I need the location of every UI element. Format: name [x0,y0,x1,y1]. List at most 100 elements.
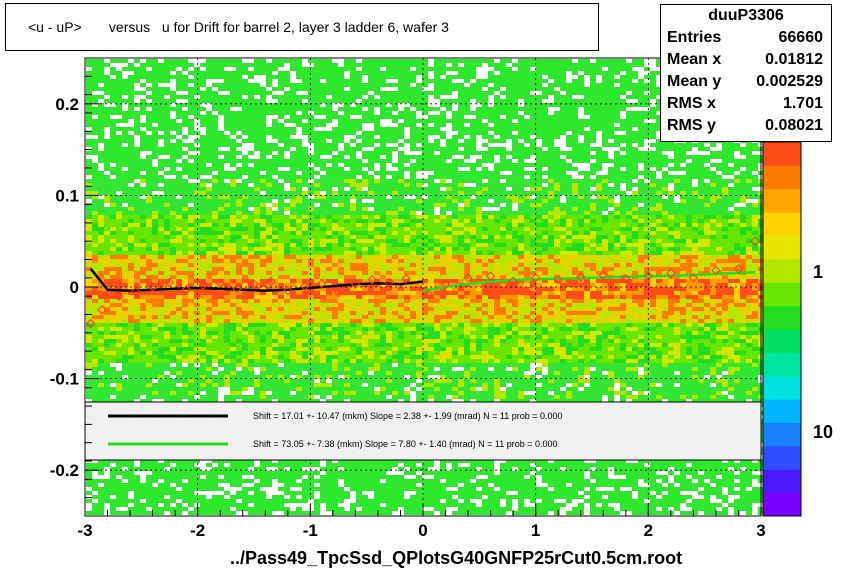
heat-cell [230,123,236,127]
heat-cell [116,227,122,231]
heat-cell [398,207,404,211]
heat-cell [332,263,338,267]
heat-cell [674,223,680,227]
heat-cell [434,155,440,159]
heat-cell [578,147,584,151]
heat-cell [518,131,524,135]
heat-cell [680,207,686,211]
heat-cell [674,143,680,147]
heat-cell [554,183,560,187]
heat-cell [332,223,338,227]
heat-cell [404,99,410,103]
heat-cell [260,63,266,67]
heat-cell [266,131,272,135]
heat-cell [434,263,440,267]
heat-cell [278,263,284,267]
heat-cell [254,159,260,163]
heat-cell [584,263,590,267]
heat-cell [500,223,506,227]
heat-cell [248,151,254,155]
heat-cell [656,99,662,103]
heat-cell [110,239,116,243]
heat-cell [374,91,380,95]
heat-cell [608,259,614,263]
heat-cell [272,247,278,251]
heat-cell [320,211,326,215]
heat-cell [386,155,392,159]
heat-cell [662,199,668,203]
heat-cell [224,135,230,139]
heat-cell [488,79,494,83]
heat-cell [164,207,170,211]
heat-cell [530,227,536,231]
heat-cell [434,115,440,119]
heat-cell [686,223,692,227]
heat-cell [518,207,524,211]
heat-cell [698,235,704,239]
heat-cell [518,227,524,231]
heat-cell [488,183,494,187]
heat-cell [224,83,230,87]
heat-cell [98,103,104,107]
heat-cell [242,251,248,255]
heat-cell [740,159,746,163]
heat-cell [632,223,638,227]
heat-cell [422,111,428,115]
heat-cell [596,111,602,115]
heat-cell [524,79,530,83]
heat-cell [602,247,608,251]
heat-cell [248,111,254,115]
heat-cell [494,99,500,103]
heat-cell [278,115,284,119]
heat-cell [560,75,566,79]
heat-cell [116,159,122,163]
heat-cell [98,219,104,223]
heat-cell [458,99,464,103]
heat-cell [584,187,590,191]
heat-cell [200,187,206,191]
heat-cell [386,203,392,207]
heat-cell [338,83,344,87]
heat-cell [656,179,662,183]
heat-cell [86,115,92,119]
heat-cell [278,239,284,243]
heat-cell [140,111,146,115]
heat-cell [248,199,254,203]
heat-cell [554,59,560,63]
heat-cell [128,115,134,119]
heat-cell [146,187,152,191]
heat-cell [662,215,668,219]
heat-cell [728,195,734,199]
heat-cell [260,167,266,171]
heat-cell [728,171,734,175]
heat-cell [380,63,386,67]
heat-cell [314,227,320,231]
heat-cell [596,91,602,95]
heat-cell [194,111,200,115]
heat-cell [464,235,470,239]
heat-cell [368,135,374,139]
heat-cell [572,127,578,131]
heat-cell [308,255,314,259]
heat-cell [122,159,128,163]
heat-cell [512,223,518,227]
heat-cell [518,167,524,171]
heat-cell [686,219,692,223]
heat-cell [140,203,146,207]
heat-cell [428,243,434,247]
heat-cell [590,179,596,183]
heat-cell [332,115,338,119]
heat-cell [266,147,272,151]
heat-cell [734,143,740,147]
heat-cell [638,111,644,115]
heat-cell [440,71,446,75]
heat-cell [242,263,248,267]
heat-cell [464,215,470,219]
heat-cell [248,115,254,119]
heat-cell [158,135,164,139]
heat-cell [422,251,428,255]
heat-cell [644,123,650,127]
heat-cell [434,119,440,123]
heat-cell [734,247,740,251]
heat-cell [356,111,362,115]
